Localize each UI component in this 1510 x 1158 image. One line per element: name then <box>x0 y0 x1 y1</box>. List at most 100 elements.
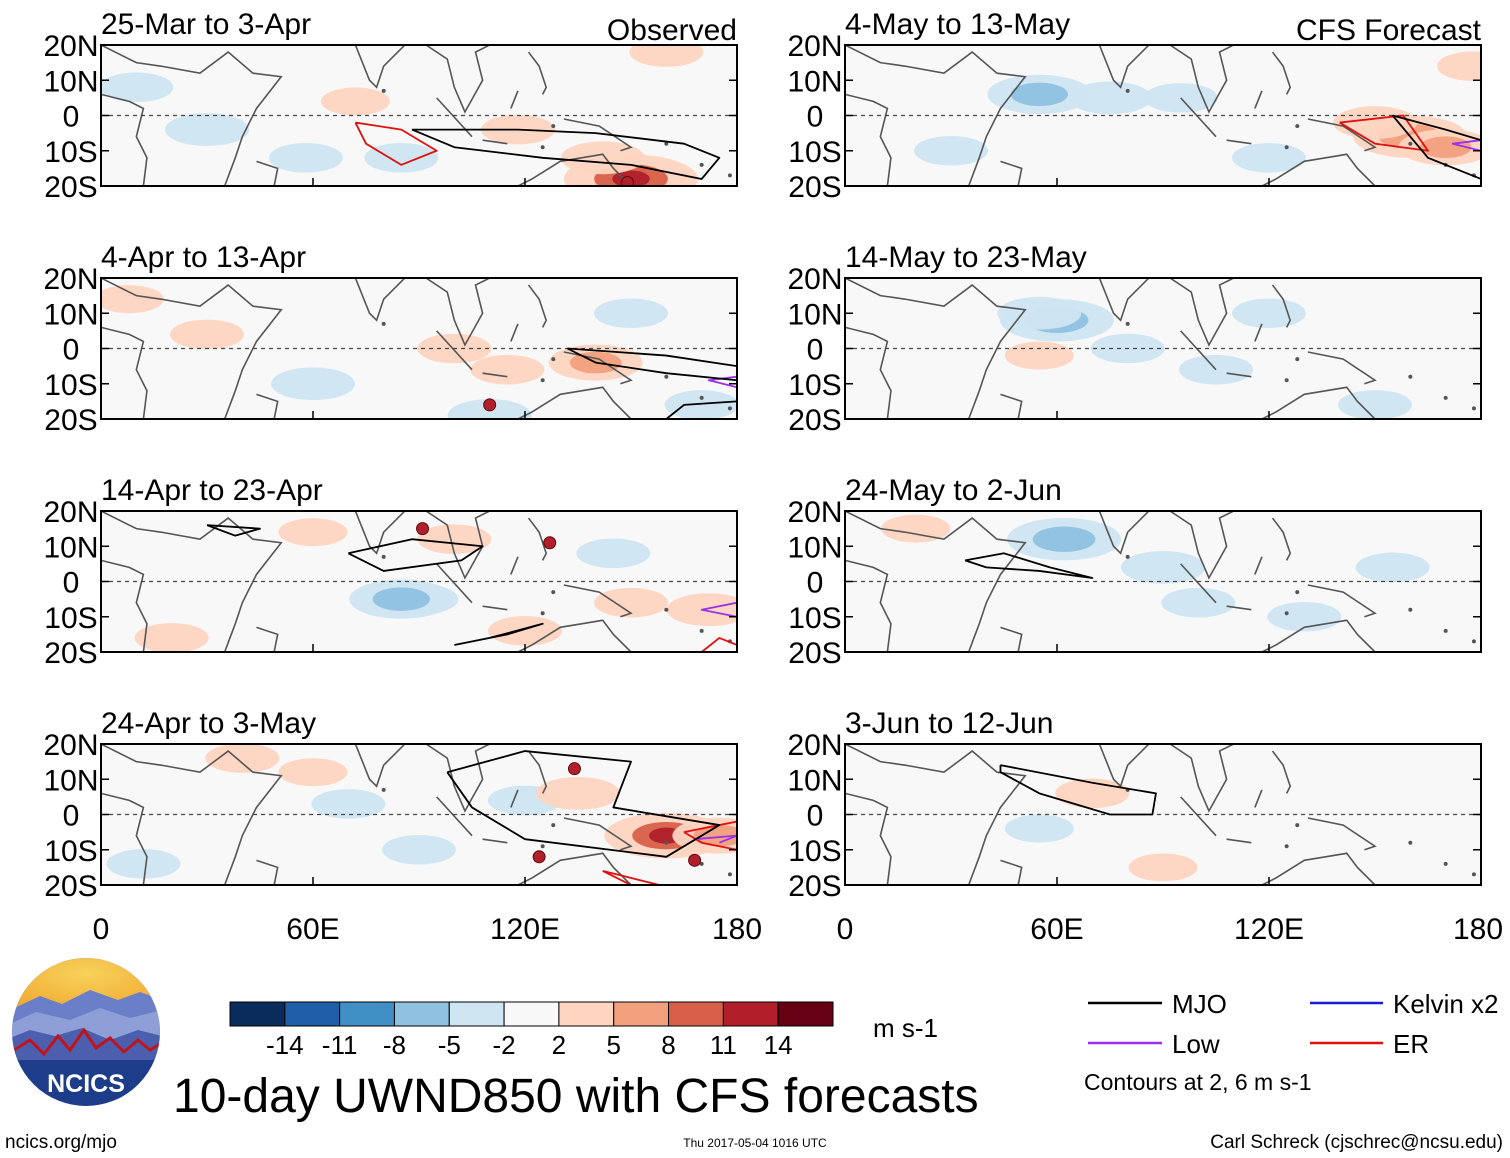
anomaly-blob <box>594 587 668 618</box>
anomaly-blob <box>594 298 668 329</box>
anomaly-core <box>693 824 737 847</box>
ytick-label: 20S <box>788 404 841 437</box>
mjo-contour <box>347 538 484 572</box>
ytick-label: 0 <box>807 101 824 134</box>
tropical-cyclone-marker <box>688 853 702 867</box>
island <box>1125 88 1130 93</box>
coastline <box>1254 789 1263 808</box>
ytick-label: 20S <box>44 404 97 437</box>
coastline <box>845 744 1027 885</box>
xtick-left-60e: 60E <box>286 913 339 946</box>
coastline <box>482 605 508 611</box>
low-contour <box>700 601 737 618</box>
coastline <box>1180 796 1217 837</box>
island <box>540 844 545 849</box>
coastline <box>516 386 632 419</box>
anomaly-blob <box>170 319 244 350</box>
coastline <box>1260 386 1376 419</box>
island <box>1284 145 1289 150</box>
coastline <box>845 45 1027 186</box>
coastline <box>1097 511 1235 580</box>
panel-period: 4-May to 13-May <box>845 8 1070 41</box>
coastline <box>101 792 148 885</box>
anomaly-blob <box>205 744 280 773</box>
coastline <box>1307 817 1377 851</box>
legend-label-low: Low <box>1172 1029 1220 1059</box>
island <box>1443 628 1448 633</box>
tropical-cyclone-marker <box>567 762 581 776</box>
colorbar-swatch <box>284 1001 341 1027</box>
panel-period: 14-May to 23-May <box>845 241 1087 274</box>
low-contour <box>694 834 737 844</box>
island <box>381 787 386 792</box>
anomaly-blob <box>1232 143 1306 173</box>
island <box>1125 321 1130 326</box>
mjo-contour <box>999 764 1157 816</box>
coastline <box>510 556 519 575</box>
coastline <box>1307 351 1377 385</box>
island <box>551 357 556 362</box>
er-contour <box>602 870 661 885</box>
colorbar-tick-label: -11 <box>322 1030 358 1060</box>
anomaly-core <box>372 587 430 611</box>
ncics-logo: NCICS <box>10 956 162 1108</box>
low-contour <box>707 375 737 389</box>
coastline <box>101 45 283 186</box>
anomaly-blob <box>101 285 164 314</box>
colorbar-swatch <box>558 1001 615 1027</box>
coastline <box>845 511 1027 652</box>
anomaly-blob <box>1338 390 1412 419</box>
coastline <box>1180 563 1217 604</box>
anomaly-blob <box>417 524 492 554</box>
island <box>551 590 556 595</box>
anomaly-blob <box>268 143 343 173</box>
island <box>699 395 704 400</box>
tropical-cyclone-marker <box>532 850 546 864</box>
mjo-contour <box>206 524 261 537</box>
tropical-cyclone-marker <box>620 175 634 186</box>
coastline <box>1254 556 1263 575</box>
island <box>727 872 732 877</box>
colorbar-tick-label: 5 <box>606 1030 620 1060</box>
anomaly-core <box>1010 82 1068 107</box>
coastline <box>510 789 519 808</box>
mjo-contour <box>665 400 737 419</box>
xtick-right-180: 180 <box>1453 913 1503 946</box>
anomaly-blob <box>1068 81 1152 115</box>
panel-period: 24-May to 2-Jun <box>845 474 1062 507</box>
logo-text: NCICS <box>47 1070 125 1098</box>
coastline <box>436 330 473 371</box>
anomaly-blob <box>320 87 390 116</box>
coastline <box>1000 393 1023 419</box>
colorbar-swatch <box>722 1001 779 1027</box>
ytick-label: 10S <box>788 835 841 868</box>
coastline <box>101 744 283 885</box>
ytick-label: 0 <box>63 101 80 134</box>
island <box>1295 357 1300 362</box>
coastline <box>482 838 508 844</box>
ytick-label: 20S <box>788 171 841 204</box>
anomaly-blob <box>488 616 562 646</box>
ytick-label: 10S <box>44 835 97 868</box>
coastline <box>353 45 491 114</box>
legend-label-er: ER <box>1393 1029 1429 1059</box>
ytick-label: 10S <box>44 602 97 635</box>
anomaly-blob <box>560 141 645 175</box>
ytick-label: 20N <box>43 263 98 296</box>
tropical-cyclone-marker <box>543 536 557 550</box>
ytick-label: 10N <box>787 298 842 331</box>
island <box>1284 611 1289 616</box>
colorbar-tick-label: 11 <box>710 1030 737 1060</box>
ytick-label: 20S <box>44 171 97 204</box>
anomaly-blob <box>666 593 737 627</box>
colorbar-swatch <box>668 1001 724 1027</box>
island <box>699 162 704 167</box>
xtick-right-120e: 120E <box>1234 913 1304 946</box>
coastline <box>845 326 892 419</box>
island <box>664 607 669 612</box>
coastline <box>436 796 473 837</box>
